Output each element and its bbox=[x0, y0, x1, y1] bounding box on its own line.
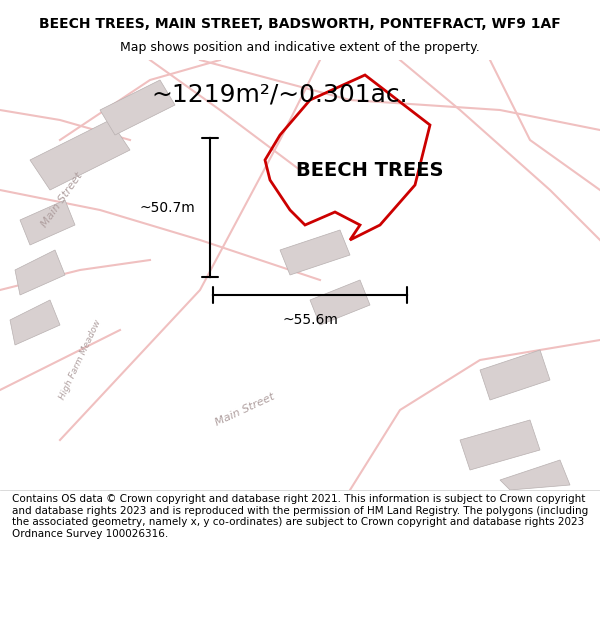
Text: Map shows position and indicative extent of the property.: Map shows position and indicative extent… bbox=[120, 41, 480, 54]
Polygon shape bbox=[480, 350, 550, 400]
Text: Contains OS data © Crown copyright and database right 2021. This information is : Contains OS data © Crown copyright and d… bbox=[12, 494, 588, 539]
Text: High Farm Meadow: High Farm Meadow bbox=[58, 319, 103, 401]
Polygon shape bbox=[100, 80, 175, 135]
Polygon shape bbox=[30, 120, 130, 190]
Polygon shape bbox=[280, 230, 350, 275]
Polygon shape bbox=[500, 460, 570, 490]
Text: ~55.6m: ~55.6m bbox=[282, 313, 338, 327]
Text: ~50.7m: ~50.7m bbox=[139, 201, 195, 214]
Text: BEECH TREES: BEECH TREES bbox=[296, 161, 444, 179]
Text: Main Street: Main Street bbox=[214, 392, 276, 428]
Polygon shape bbox=[20, 200, 75, 245]
Text: BEECH TREES, MAIN STREET, BADSWORTH, PONTEFRACT, WF9 1AF: BEECH TREES, MAIN STREET, BADSWORTH, PON… bbox=[39, 17, 561, 31]
Text: ~1219m²/~0.301ac.: ~1219m²/~0.301ac. bbox=[152, 83, 409, 107]
Text: Main Street: Main Street bbox=[40, 171, 85, 229]
Polygon shape bbox=[15, 250, 65, 295]
Polygon shape bbox=[310, 280, 370, 325]
Polygon shape bbox=[10, 300, 60, 345]
Polygon shape bbox=[460, 420, 540, 470]
